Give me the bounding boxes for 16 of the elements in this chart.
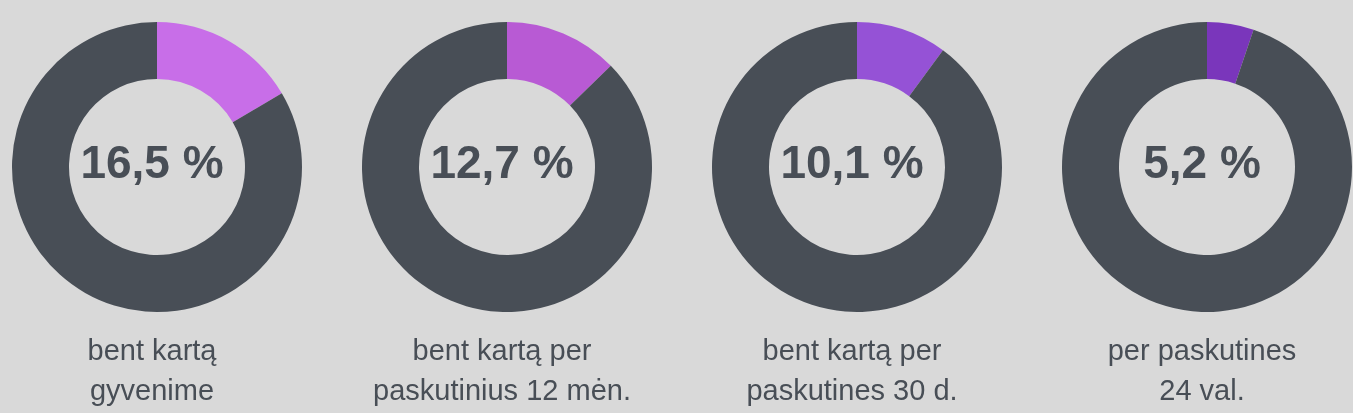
- donut-slice: [1207, 22, 1254, 84]
- text: 10,1 %: [779, 135, 925, 190]
- donut-slice: [507, 22, 611, 106]
- text: bent kartą gyvenime: [86, 333, 218, 408]
- text: 5,2 %: [1142, 135, 1262, 190]
- donut-slice: [362, 22, 652, 312]
- donut-slice: [1062, 22, 1352, 312]
- donut-slice: [157, 22, 282, 123]
- donut-slice: [12, 22, 302, 312]
- text: bent kartą per paskutines 30 d.: [745, 333, 959, 408]
- donut-slice: [712, 22, 1002, 312]
- text: 12,7 %: [429, 135, 575, 190]
- text: bent kartą per paskutinius 12 mėn.: [372, 333, 632, 408]
- donut-slice: [857, 22, 943, 97]
- text: 16,5 %: [79, 135, 225, 190]
- text: per paskutines 24 val.: [1106, 333, 1298, 408]
